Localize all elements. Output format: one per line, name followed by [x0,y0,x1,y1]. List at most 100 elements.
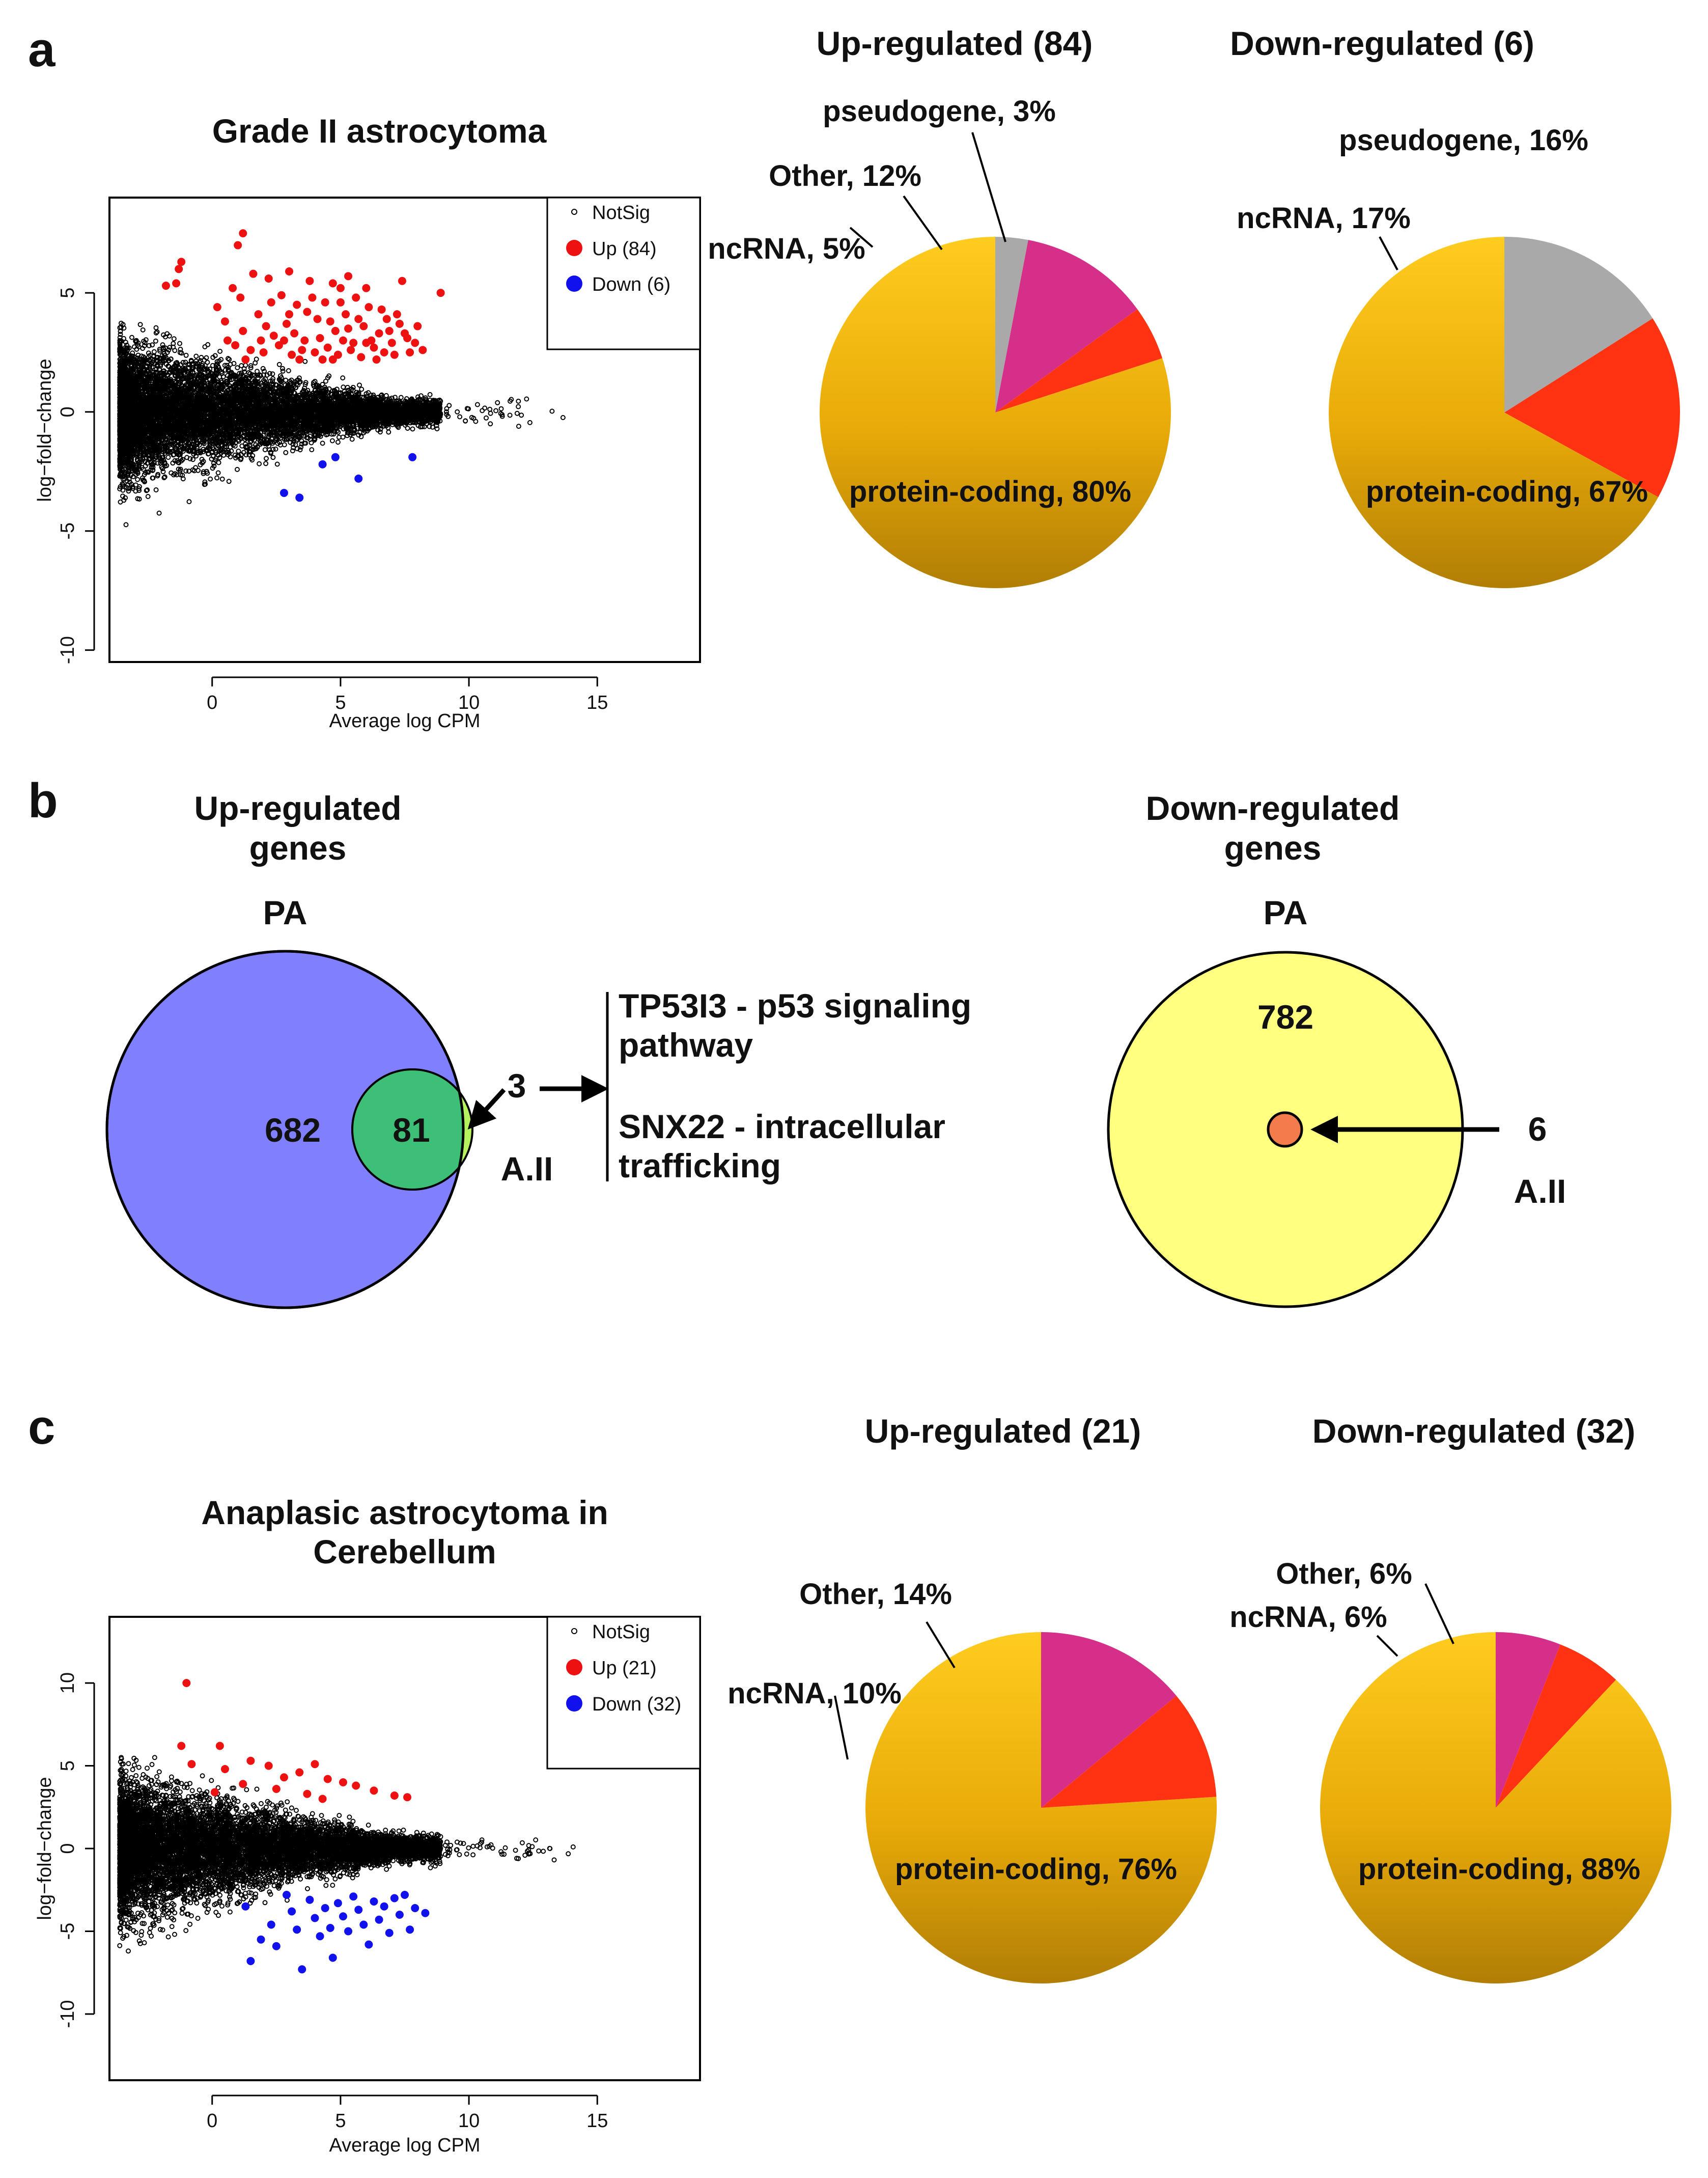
pie-slice-ncrna [1041,1696,1217,1808]
legend-notsig-marker [571,1628,577,1634]
notsig-points [117,1755,576,1954]
up-point [277,291,286,299]
down-point [295,493,304,502]
leader-pseudogene [971,132,1006,242]
venn-up-pa-label: PA [263,894,307,931]
up-point [303,1789,312,1798]
pie-a-down: Down-regulated (6) pseudogene, 16% ncRNA… [1230,24,1681,589]
up-point [398,277,406,285]
down-point [241,1902,250,1911]
ma-plot-anaplastic: Anaplasic astrocytoma in Cerebellum 0 5 10… [34,1494,701,2156]
down-point [354,1906,363,1914]
up-point [336,298,345,307]
up-point [403,1793,412,1802]
up-point [377,305,386,314]
pie-c-up-title: Up-regulated (21) [865,1412,1141,1450]
up-point [311,348,319,356]
pie-slice-pseudogene [1504,237,1653,412]
down-point [375,1915,383,1924]
up-point [172,279,181,288]
up-point [436,289,445,297]
slice-label-protein-coding: protein-coding, 67% [1366,475,1648,508]
up-point [246,1756,255,1765]
down-point [349,1892,358,1901]
pie-slices [1329,237,1681,589]
down-point [344,1927,353,1936]
up-point [344,272,353,281]
up-point [246,346,255,354]
x-tick-label: 15 [586,692,608,713]
venn-up-overlap-count: 81 [393,1111,430,1149]
venn-down-title-2: genes [1224,829,1322,867]
up-point [210,1788,219,1797]
venn-down: Down-regulated genes PA 782 6 A.II [1107,789,1566,1308]
up-point [223,336,232,345]
up-point [313,315,322,323]
up-point [264,1761,273,1770]
venn-circle-aii [351,1068,463,1191]
up-point [323,1775,332,1783]
pie-slice-ncrna [1496,1644,1616,1808]
pie-slices [1320,1632,1671,1984]
up-point [215,1742,224,1750]
down-point [326,1924,334,1932]
legend-down-marker [566,1695,582,1712]
venn-circle-aii-down [1267,1111,1303,1148]
up-point [339,1778,347,1786]
ma-axes: 0 5 10 15 -10 -5 0 5 [57,288,608,713]
up-point [300,336,309,345]
slice-label-other: Other, 6% [1276,1557,1412,1590]
up-point [175,265,183,273]
up-point [365,303,373,312]
down-point [293,1925,301,1934]
y-tick-label: -10 [57,2000,78,2028]
up-point [177,258,186,266]
y-tick-label: -5 [57,522,78,540]
down-point [370,1897,378,1906]
up-point [290,329,299,338]
up-point [370,1786,378,1795]
up-point [372,355,381,364]
up-point [347,346,355,354]
slice-label-ncrna: ncRNA, 10% [727,1677,902,1710]
down-point [316,1932,324,1941]
down-point [305,1895,314,1904]
down-point [279,488,288,497]
up-point [220,1765,229,1773]
venn-up-aii-label: A.II [501,1150,553,1188]
legend-up: Up (21) [592,1658,657,1679]
legend-notsig-marker [571,209,577,215]
x-tick-label: 5 [335,692,346,713]
down-point [298,1965,306,1974]
up-point [318,1795,327,1803]
slice-label-protein-coding: protein-coding, 80% [849,475,1131,508]
down-point [354,474,363,483]
venn-up-pa-only-count: 682 [265,1111,321,1149]
up-point [239,326,247,335]
ma-marks [161,229,445,502]
down-point [390,1894,399,1903]
y-tick-label: 0 [57,1843,78,1854]
up-point [354,315,363,323]
notsig-cloud [117,1755,576,1954]
up-point [333,350,342,359]
up-point [387,339,396,347]
up-point [395,319,404,328]
leader-ncrna [1376,1635,1398,1657]
down-point [333,1899,342,1908]
legend-down: Down (32) [592,1694,681,1715]
up-point [187,1760,196,1769]
venn-up-title-1: Up-regulated [194,789,401,827]
up-point [239,1780,247,1788]
legend-grade2: NotSig Up (84) Down (6) [546,197,701,350]
up-point [413,322,422,330]
up-point [264,274,273,283]
arrow-to-aii-only [467,1088,506,1129]
up-point [298,346,306,354]
up-point [308,293,317,302]
down-point [331,453,340,461]
down-point [318,460,327,468]
up-point [241,355,250,364]
up-point [328,279,337,288]
venn-down-pa-count: 782 [1257,998,1313,1036]
